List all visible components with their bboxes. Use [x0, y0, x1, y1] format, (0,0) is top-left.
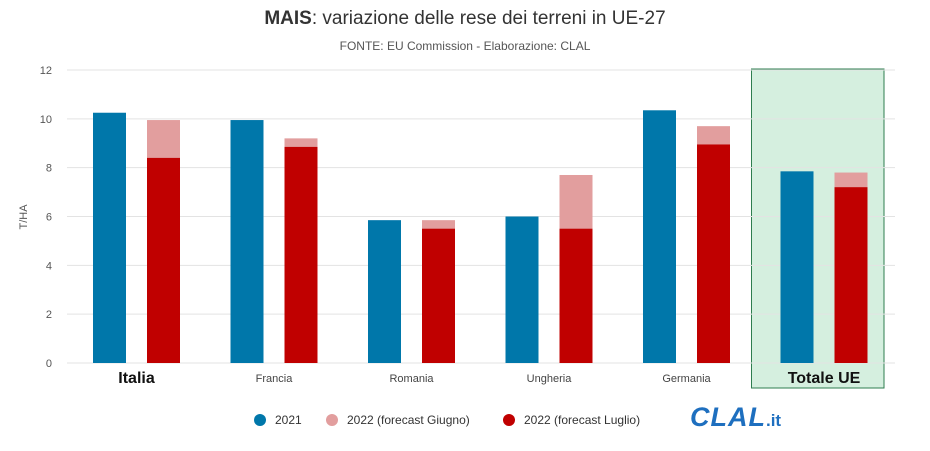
bar-2021 [368, 220, 401, 363]
legend-swatch-giugno [326, 414, 338, 426]
logo-main: CLAL [690, 402, 766, 432]
legend-label-2021: 2021 [275, 413, 302, 427]
bar-2021 [230, 120, 264, 363]
y-tick-label: 10 [40, 114, 52, 126]
legend-item-luglio[interactable]: 2022 (forecast Luglio) [503, 413, 640, 427]
bar-2022-luglio [422, 228, 455, 363]
bar-2022-luglio [834, 187, 868, 363]
x-category-label: Francia [256, 373, 294, 385]
y-tick-label: 12 [40, 65, 52, 77]
y-tick-label: 2 [46, 309, 52, 321]
y-tick-label: 8 [46, 163, 52, 175]
legend-swatch-2021 [254, 414, 266, 426]
bar-2021 [643, 110, 676, 363]
bar-2022-luglio [284, 146, 318, 363]
chart-title: MAIS: variazione delle rese dei terreni … [0, 8, 930, 30]
clal-logo[interactable]: CLAL.it [690, 402, 781, 433]
x-category-label: Totale UE [788, 370, 861, 387]
bar-2021 [505, 216, 539, 363]
bar-2022-luglio [559, 228, 593, 363]
legend-label-giugno: 2022 (forecast Giugno) [347, 413, 470, 427]
y-tick-label: 4 [46, 260, 52, 272]
y-tick-label: 0 [46, 358, 52, 370]
chart-subtitle: FONTE: EU Commission - Elaborazione: CLA… [339, 39, 591, 53]
x-category-label: Germania [662, 373, 711, 385]
legend-label-luglio: 2022 (forecast Luglio) [524, 413, 641, 427]
x-category-label: Ungheria [527, 373, 573, 385]
bar-2022-luglio [697, 144, 730, 363]
y-axis-label: T/HA [18, 204, 30, 230]
y-tick-label: 6 [46, 212, 52, 224]
chart-title-bold: MAIS [264, 8, 312, 29]
legend-item-2021[interactable]: 2021 [254, 413, 302, 427]
chart-title-rest: : variazione delle rese dei terreni in U… [311, 8, 666, 29]
legend-item-giugno[interactable]: 2022 (forecast Giugno) [326, 413, 470, 427]
x-category-label: Romania [389, 373, 434, 385]
bar-2021 [780, 171, 814, 363]
legend: 2021 2022 (forecast Giugno) 2022 (foreca… [0, 413, 930, 433]
x-category-label: Italia [118, 370, 155, 387]
bar-2022-luglio [147, 157, 180, 363]
bar-2021 [93, 112, 126, 364]
logo-tld: .it [765, 411, 782, 430]
legend-swatch-luglio [503, 414, 515, 426]
